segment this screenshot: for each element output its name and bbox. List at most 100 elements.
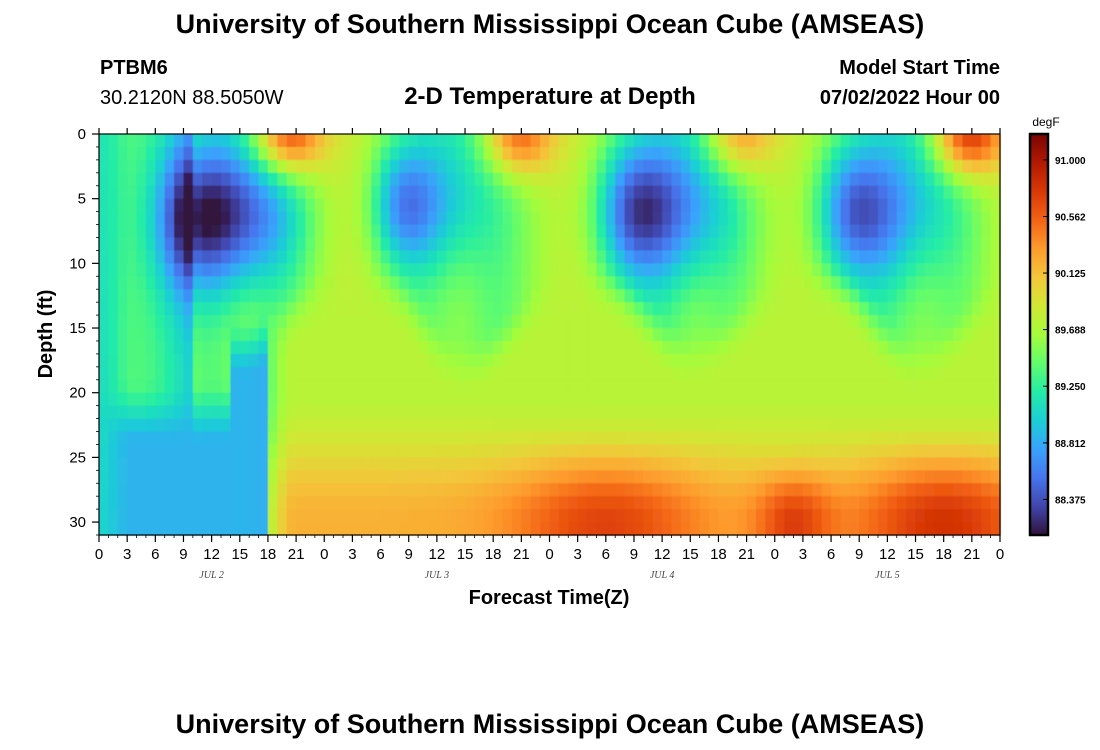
heat-cell — [127, 146, 138, 161]
heat-cell — [117, 250, 128, 264]
heat-cell — [577, 405, 588, 420]
heat-cell — [136, 496, 147, 510]
heat-cell — [615, 509, 626, 523]
heat-cell — [333, 379, 344, 394]
heat-cell — [596, 276, 607, 290]
heat-cell — [840, 276, 851, 290]
heat-cell — [746, 366, 757, 381]
heat-cell — [239, 302, 250, 316]
heat-cell — [483, 134, 494, 148]
heat-cell — [164, 276, 175, 290]
heat-cell — [127, 457, 138, 471]
heat-cell — [99, 172, 109, 187]
heat-cell — [868, 263, 879, 277]
heat-cell — [249, 457, 260, 471]
heat-cell — [615, 159, 626, 174]
heat-cell — [624, 496, 635, 510]
heat-cell — [117, 470, 128, 484]
heat-cell — [887, 366, 898, 381]
heat-cell — [849, 146, 860, 161]
heat-cell — [540, 431, 551, 446]
heat-cell — [840, 470, 851, 484]
heat-cell — [643, 198, 654, 213]
heat-cell — [465, 444, 476, 458]
heat-cell — [915, 289, 926, 303]
heat-cell — [202, 483, 213, 497]
heat-cell — [680, 315, 691, 329]
x-tick-label: 6 — [827, 546, 835, 563]
heat-cell — [587, 198, 598, 213]
heat-cell — [427, 276, 438, 290]
heat-cell — [136, 315, 147, 329]
heat-cell — [652, 457, 663, 471]
heat-cell — [849, 509, 860, 523]
heat-cell — [277, 522, 288, 536]
heat-cell — [624, 146, 635, 161]
heat-cell — [812, 470, 823, 484]
heat-cell — [680, 328, 691, 342]
heat-cell — [502, 276, 513, 290]
heat-cell — [455, 211, 466, 226]
heat-cell — [483, 289, 494, 303]
heat-cell — [652, 483, 663, 497]
heat-cell — [831, 237, 842, 252]
heat-cell — [202, 328, 213, 342]
heat-cell — [202, 470, 213, 484]
heat-cell — [99, 522, 109, 536]
heat-cell — [802, 211, 813, 226]
heat-cell — [493, 134, 504, 148]
heat-cell — [267, 224, 278, 239]
heat-cell — [183, 302, 194, 316]
heat-cell — [924, 496, 935, 510]
heat-cell — [877, 431, 888, 446]
heat-cell — [831, 134, 842, 148]
heat-cell — [859, 198, 870, 213]
heat-cell — [502, 418, 513, 433]
heat-cell — [624, 366, 635, 381]
heat-cell — [277, 250, 288, 264]
heat-cell — [230, 172, 241, 187]
heat-cell — [455, 237, 466, 252]
heat-cell — [568, 457, 579, 471]
heat-cell — [267, 353, 278, 368]
heat-cell — [587, 444, 598, 458]
heat-cell — [680, 457, 691, 471]
heat-cell — [427, 198, 438, 213]
heat-cell — [896, 431, 907, 446]
heat-cell — [221, 185, 231, 200]
heat-cell — [371, 224, 382, 239]
heat-cell — [915, 224, 926, 239]
heat-cell — [333, 224, 344, 239]
heat-cell — [296, 444, 307, 458]
heat-cell — [549, 392, 560, 407]
heat-cell — [230, 444, 241, 458]
heat-cell — [746, 405, 757, 420]
heat-cell — [389, 224, 400, 239]
heat-cell — [962, 340, 973, 355]
heat-cell — [418, 328, 429, 342]
heat-cell — [558, 444, 569, 458]
heat-cell — [521, 328, 532, 342]
heat-cell — [99, 211, 109, 226]
heat-cell — [305, 224, 316, 239]
heat-cell — [652, 263, 663, 277]
heat-cell — [446, 509, 457, 523]
heat-cell — [896, 146, 907, 161]
heat-cell — [587, 146, 598, 161]
heat-cell — [502, 340, 513, 355]
heat-cell — [765, 211, 776, 226]
heat-cell — [108, 444, 119, 458]
heat-cell — [633, 340, 644, 355]
heat-cell — [690, 340, 701, 355]
heat-cell — [718, 418, 729, 433]
heat-cell — [286, 444, 297, 458]
heat-cell — [652, 353, 663, 368]
heat-cell — [549, 470, 560, 484]
heat-cell — [953, 418, 964, 433]
heat-cell — [192, 328, 203, 342]
heat-cell — [915, 185, 926, 200]
heat-cell — [427, 315, 438, 329]
heat-cell — [671, 496, 682, 510]
heat-cell — [605, 509, 616, 523]
heat-cell — [371, 496, 382, 510]
